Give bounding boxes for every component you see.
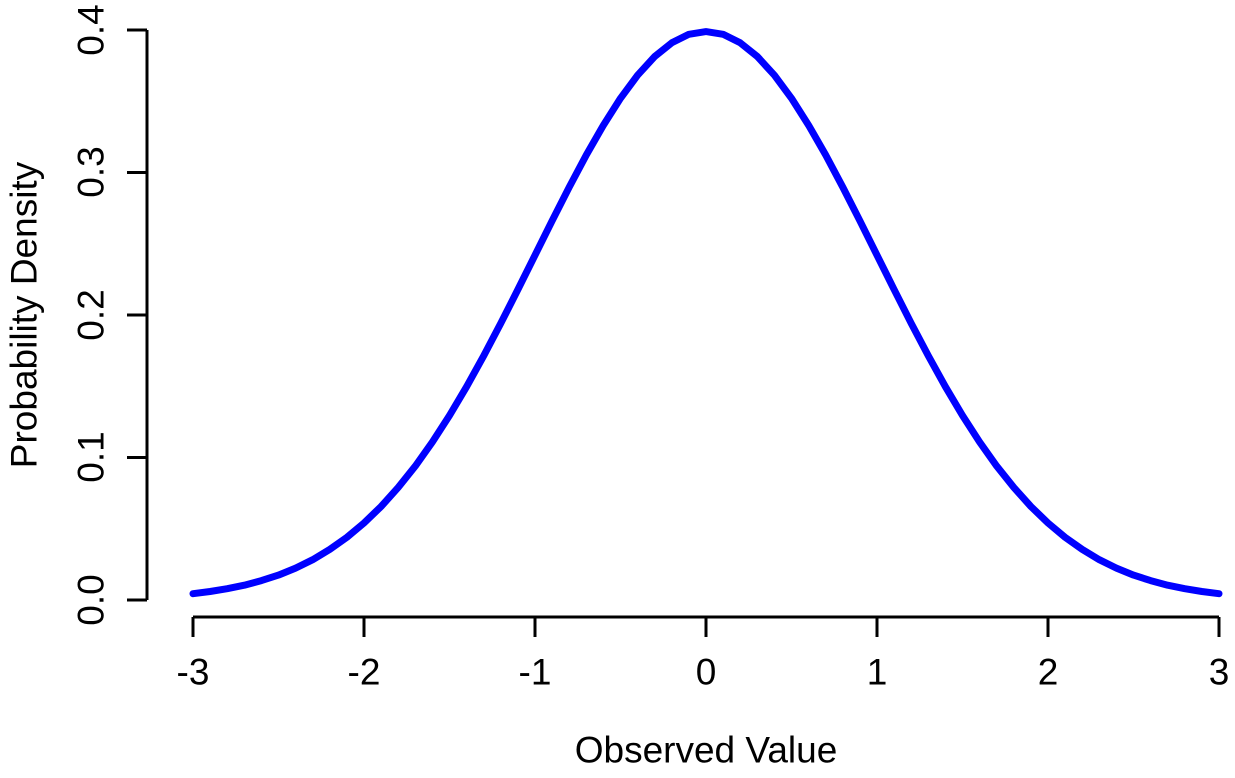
x-tick-label: -2 [347,651,381,693]
x-tick-label: -1 [518,651,552,693]
x-tick-label: -3 [176,651,210,693]
x-tick-label: 3 [1208,651,1230,693]
y-tick-label: 0.3 [70,146,112,198]
y-tick-label: 0.2 [70,289,112,341]
x-tick-label: 0 [695,651,717,693]
y-tick-label: 0.0 [70,574,112,626]
density-curve [189,28,1223,598]
x-axis-title: Observed Value [574,729,838,771]
x-tick-label: 1 [866,651,888,693]
x-tick-label: 2 [1037,651,1059,693]
y-tick-label: 0.1 [70,431,112,483]
y-axis-title: Probability Density [3,161,45,469]
y-tick-label: 0.4 [70,4,112,56]
